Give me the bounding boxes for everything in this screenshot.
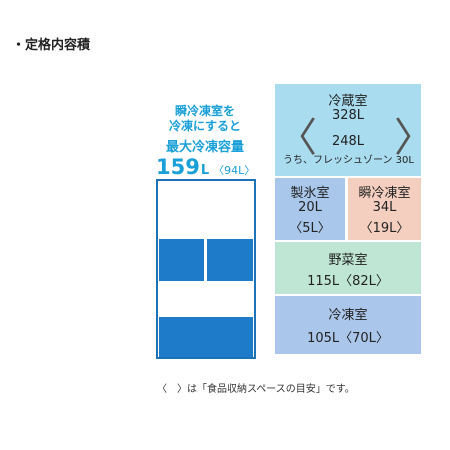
note-line-1: 瞬冷凍室を [174,104,235,118]
instant-freezer-panel: 瞬冷凍室 34L 〈19L〉 [348,178,421,240]
note-line-2: 冷凍にすると [168,119,242,133]
refrigerator-main: 248L [331,134,365,149]
diagram-split-line [204,239,207,281]
max-capacity-subvalue: 〈94L〉 [213,164,256,177]
max-capacity-unit: L [200,163,210,178]
fridge-diagram [156,179,256,359]
instant-freezer-amount: 34L [372,200,397,215]
vegetable-label: 野菜室 [328,253,368,268]
refrigerator-panel: 冷蔵室 328L 248L うち、フレッシュゾーン 30L 〈 〉 [275,84,434,176]
freezer-label: 冷凍室 [328,308,368,323]
max-freezer-capacity-heading: 最大冷凍容量 [165,140,244,155]
instant-freezer-sub: 〈19L〉 [359,221,410,236]
ice-label: 製氷室 [290,186,330,201]
ice-amount: 20L [298,200,322,215]
instant-freezer-label: 瞬冷凍室 [358,186,411,201]
refrigerator-label: 冷蔵室 [328,94,368,109]
right-bracket-icon: 〉 [394,115,434,161]
section-title: ・定格内容積 [12,38,91,53]
ice-sub: 〈5L〉 [289,221,331,236]
max-freezer-capacity-value: 159L 〈94L〉 [156,155,266,179]
refrigerator-detail: うち、フレッシュゾーン 30L [283,155,414,166]
refrigerator-total: 328L [331,108,365,123]
ice-compartment-panel: 製氷室 20L 〈5L〉 [275,178,345,240]
vegetable-panel: 野菜室 115L〈82L〉 [275,242,421,294]
freezer-amount: 105L〈70L〉 [307,331,389,346]
left-bracket-icon: 〈 [277,115,317,161]
footnote: 〈 〉は「食品収納スペースの目安」です。 [157,384,355,395]
diagram-lower-freezer-block [159,317,253,357]
freezer-panel: 冷凍室 105L〈70L〉 [275,296,421,354]
vegetable-amount: 115L〈82L〉 [307,274,389,289]
instant-freezer-note: 瞬冷凍室を 冷凍にすると [150,104,260,134]
max-capacity-number: 159 [156,155,200,179]
